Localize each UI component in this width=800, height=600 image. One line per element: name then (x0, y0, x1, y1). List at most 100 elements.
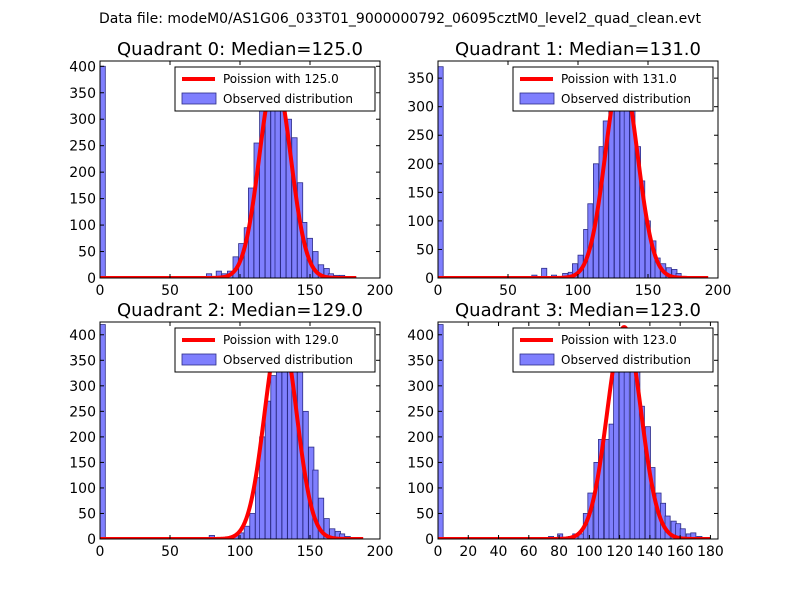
quadrant-3-xtick-label: 60 (520, 544, 538, 560)
quadrant-0-ytick-label: 300 (69, 112, 96, 128)
quadrant-2-xtick-label: 0 (96, 544, 105, 560)
quadrant-0-ytick-label: 200 (69, 165, 96, 181)
quadrant-2-legend-curve-label: Poission with 129.0 (223, 333, 339, 347)
quadrant-0-ytick-label: 150 (69, 192, 96, 208)
quadrant-1-ytick-label: 0 (425, 271, 434, 287)
quadrant-0-legend: Poission with 125.0 Observed distribution (174, 66, 376, 112)
quadrant-0-ytick-label: 350 (69, 86, 96, 102)
quadrant-3-ytick-label: 200 (407, 430, 434, 446)
quadrant-1-legend-curve-label: Poission with 131.0 (561, 72, 677, 86)
quadrant-0-legend-hist-swatch (181, 92, 217, 105)
quadrant-1-histogram-bar (602, 120, 609, 278)
quadrant-0-histogram-bar (323, 268, 330, 278)
quadrant-0-ytick-label: 0 (87, 271, 96, 287)
quadrant-2-histogram-bar (243, 525, 250, 539)
quadrant-3-histogram-bar (598, 439, 604, 539)
quadrant-1-xtick-label: 200 (705, 283, 732, 299)
quadrant-1-title: Quadrant 1: Median=131.0 (455, 39, 701, 60)
quadrant-3-histogram-bar (438, 324, 444, 539)
quadrant-0-title: Quadrant 0: Median=125.0 (117, 39, 363, 60)
quadrant-2-legend: Poission with 129.0 Observed distribution (174, 327, 376, 373)
quadrant-1-ytick-label: 250 (407, 128, 434, 144)
quadrant-3-xtick-label: 180 (697, 544, 724, 560)
quadrant-2-histogram-bar (264, 400, 271, 539)
quadrant-2-legend-hist-label: Observed distribution (223, 353, 353, 367)
quadrant-3-legend: Poission with 123.0 Observed distribution (512, 327, 714, 373)
quadrant-1-poisson-curve (438, 70, 710, 278)
quadrant-3-ytick-label: 150 (407, 455, 434, 471)
quadrant-2-histogram-bar (249, 513, 256, 539)
quadrant-1-xtick-label: 0 (434, 283, 443, 299)
quadrant-3-ytick-label: 100 (407, 481, 434, 497)
quadrant-0-legend-curve-label: Poission with 125.0 (223, 72, 339, 86)
quadrant-0-xtick-label: 100 (227, 283, 254, 299)
quadrant-2-ytick-label: 350 (69, 353, 96, 369)
quadrant-0-xtick-label: 200 (367, 283, 394, 299)
subplot-grid: 0 50 100 150 200050100150200250300350400Quad… (69, 39, 731, 560)
figure-suptitle: Data file: modeM0/AS1G06_033T01_90000007… (99, 11, 701, 27)
quadrant-2-ytick-label: 0 (87, 532, 96, 548)
quadrant-2-legend-hist-swatch (181, 353, 217, 366)
quadrant-2-histogram-bar (275, 362, 283, 539)
quadrant-3-xtick-label: 160 (667, 544, 694, 560)
quadrant-2-ytick-label: 400 (69, 328, 96, 344)
quadrant-0-histogram-bar (274, 87, 281, 278)
quadrant-1-panel: 0 50 100 150 200 0 50 100 150 200 250 300 350 Quadran… (407, 39, 731, 299)
quadrant-1-histogram-bar (614, 83, 620, 278)
quadrant-2-ytick-label: 150 (69, 455, 96, 471)
quadrant-1-ytick-label: 50 (416, 242, 434, 258)
quadrant-3-xtick-label: 120 (606, 544, 633, 560)
quadrant-1-xtick-label: 50 (499, 283, 517, 299)
quadrant-1-ytick-label: 300 (407, 100, 434, 116)
quadrant-3-xtick-label: 80 (550, 544, 568, 560)
quadrant-1-histogram-bar (623, 83, 630, 278)
quadrant-1-ytick-label: 350 (407, 71, 434, 87)
quadrant-1-legend-hist-label: Observed distribution (561, 92, 691, 106)
quadrant-3-xtick-label: 140 (637, 544, 664, 560)
quadrant-1-histogram-bar (438, 66, 444, 278)
quadrant-0-xtick-label: 150 (297, 283, 324, 299)
quadrant-3-xtick-label: 100 (576, 544, 603, 560)
quadrant-3-ytick-label: 250 (407, 404, 434, 420)
quadrant-2-xtick-label: 100 (227, 544, 254, 560)
quadrant-0-xtick-label: 0 (96, 283, 105, 299)
quadrant-2-ytick-label: 300 (69, 379, 96, 395)
quadrant-2-histogram-bar (100, 324, 106, 539)
quadrant-3-axes-frame (437, 321, 719, 540)
quadrant-3-xtick-label: 40 (490, 544, 508, 560)
quadrant-3-ytick-label: 350 (407, 353, 434, 369)
quadrant-2-xtick-label: 50 (161, 544, 179, 560)
quadrant-1-ytick-label: 100 (407, 214, 434, 230)
quadrant-1-legend: Poission with 131.0 Observed distribution (512, 66, 714, 112)
quadrant-2-histogram-bar (270, 375, 277, 539)
quadrant-0-xtick-label: 50 (161, 283, 179, 299)
quadrant-2-ytick-label: 200 (69, 430, 96, 446)
quadrant-0-poisson-curve (100, 74, 358, 278)
quadrant-3-ytick-label: 50 (416, 506, 434, 522)
quadrant-2-ytick-label: 250 (69, 404, 96, 420)
quadrant-2-title: Quadrant 2: Median=129.0 (117, 300, 363, 321)
quadrant-3-poisson-curve (438, 325, 712, 539)
quadrant-0-ytick-label: 400 (69, 59, 96, 75)
quadrant-0-ytick-label: 50 (78, 245, 96, 261)
quadrant-3-xtick-label: 20 (459, 544, 477, 560)
quadrant-1-ytick-label: 150 (407, 185, 434, 201)
quadrant-3-ytick-label: 400 (407, 328, 434, 344)
quadrant-3-legend-hist-swatch (519, 353, 555, 366)
quadrant-2-ytick-label: 100 (69, 481, 96, 497)
quadrant-3-panel: 0 20 40 60 80 100 120 140 160 1800501001502002503… (407, 300, 724, 560)
quadrant-1-ytick-label: 200 (407, 157, 434, 173)
quadrant-3-ytick-label: 0 (425, 532, 434, 548)
quadrant-3-legend-hist-label: Observed distribution (561, 353, 691, 367)
quadrant-0-ytick-label: 250 (69, 139, 96, 155)
quadrant-1-xtick-label: 100 (565, 283, 592, 299)
quadrant-3-histogram-bar (613, 359, 620, 539)
quadrant-0-legend-hist-label: Observed distribution (223, 92, 353, 106)
quadrant-1-histogram-bar (541, 267, 548, 278)
quadrant-2-ytick-label: 50 (78, 506, 96, 522)
quadrant-0-ytick-label: 100 (69, 218, 96, 234)
quadrant-3-ytick-label: 300 (407, 379, 434, 395)
quadrant-2-panel: 0 50 100 150 200 0 50 100 150 200 250 300 350 400 Quad… (69, 300, 393, 560)
quadrant-1-plot-area (438, 66, 710, 278)
